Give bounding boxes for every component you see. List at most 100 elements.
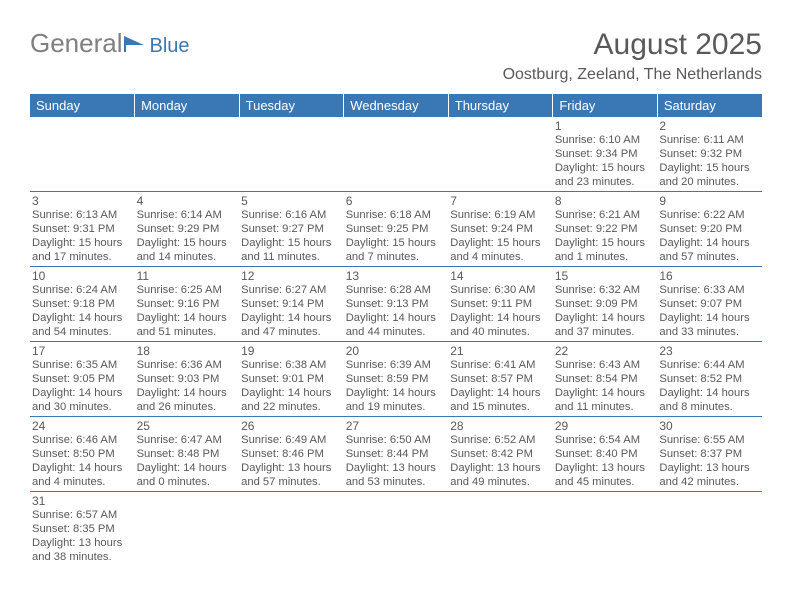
day-number: 10 [32,269,131,283]
sunrise-line: Sunrise: 6:13 AM [32,208,131,222]
calendar-cell-empty [657,492,762,567]
sunset-value: 8:57 PM [491,373,533,385]
sunrise-line: Sunrise: 6:49 AM [241,433,340,447]
day-header: Saturday [657,94,762,117]
daylight-line: Daylight: 15 hours [137,236,236,250]
daylight-hours: 13 [79,537,91,549]
sunset-line: Sunset: 9:24 PM [450,222,549,236]
logo: General Blue [30,28,190,59]
day-number: 14 [450,269,549,283]
title-block: August 2025 Oostburg, Zeeland, The Nethe… [503,28,762,84]
daylight-line: Daylight: 15 hours [241,236,340,250]
sunset-value: 9:34 PM [596,148,638,160]
sunrise-value: 6:33 AM [704,284,745,296]
calendar-cell: 31Sunrise: 6:57 AMSunset: 8:35 PMDayligh… [30,492,135,567]
calendar-cell: 6Sunrise: 6:18 AMSunset: 9:25 PMDaylight… [344,192,449,267]
day-info: Sunrise: 6:13 AMSunset: 9:31 PMDaylight:… [32,208,131,264]
day-info: Sunrise: 6:11 AMSunset: 9:32 PMDaylight:… [659,133,758,189]
calendar-cell-empty [30,117,135,192]
daylight-line: Daylight: 13 hours [659,461,758,475]
daylight-hours: 14 [183,462,195,474]
daylight-hours: 13 [706,462,718,474]
sunrise-value: 6:22 AM [704,209,745,221]
sunrise-line: Sunrise: 6:46 AM [32,433,131,447]
calendar-cell: 19Sunrise: 6:38 AMSunset: 9:01 PMDayligh… [239,342,344,417]
calendar-cell: 16Sunrise: 6:33 AMSunset: 9:07 PMDayligh… [657,267,762,342]
daylight-line2: and 22 minutes. [241,400,340,414]
daylight-minutes: 15 [472,401,484,413]
daylight-hours: 14 [497,387,509,399]
sunset-line: Sunset: 8:57 PM [450,372,549,386]
sunrise-value: 6:11 AM [704,134,744,146]
calendar-cell: 13Sunrise: 6:28 AMSunset: 9:13 PMDayligh… [344,267,449,342]
day-number: 8 [555,194,654,208]
daylight-minutes: 14 [158,251,170,263]
day-info: Sunrise: 6:35 AMSunset: 9:05 PMDaylight:… [32,358,131,414]
day-number: 12 [241,269,340,283]
calendar-cell: 22Sunrise: 6:43 AMSunset: 8:54 PMDayligh… [553,342,658,417]
day-info: Sunrise: 6:18 AMSunset: 9:25 PMDaylight:… [346,208,445,264]
sunset-line: Sunset: 9:09 PM [555,297,654,311]
sunset-value: 8:44 PM [387,448,429,460]
daylight-line: Daylight: 14 hours [32,461,131,475]
sunset-value: 9:32 PM [700,148,742,160]
day-info: Sunrise: 6:57 AMSunset: 8:35 PMDaylight:… [32,508,131,564]
sunrise-value: 6:44 AM [704,359,745,371]
sunrise-value: 6:52 AM [494,434,535,446]
daylight-hours: 15 [601,237,613,249]
page-title: August 2025 [503,28,762,62]
daylight-line2: and 40 minutes. [450,325,549,339]
sunset-line: Sunset: 9:32 PM [659,147,758,161]
daylight-line2: and 7 minutes. [346,250,445,264]
calendar-cell: 5Sunrise: 6:16 AMSunset: 9:27 PMDaylight… [239,192,344,267]
calendar-cell: 3Sunrise: 6:13 AMSunset: 9:31 PMDaylight… [30,192,135,267]
daylight-line2: and 11 minutes. [555,400,654,414]
day-number: 29 [555,419,654,433]
day-number: 21 [450,344,549,358]
day-number: 6 [346,194,445,208]
daylight-line: Daylight: 14 hours [346,386,445,400]
sunrise-value: 6:50 AM [390,434,431,446]
daylight-line: Daylight: 14 hours [32,386,131,400]
calendar-cell-empty [344,492,449,567]
sunrise-value: 6:49 AM [285,434,326,446]
day-header: Sunday [30,94,135,117]
daylight-minutes: 26 [158,401,170,413]
sunrise-line: Sunrise: 6:47 AM [137,433,236,447]
daylight-hours: 14 [392,387,404,399]
calendar-cell: 25Sunrise: 6:47 AMSunset: 8:48 PMDayligh… [135,417,240,492]
calendar-cell: 7Sunrise: 6:19 AMSunset: 9:24 PMDaylight… [448,192,553,267]
calendar-cell: 30Sunrise: 6:55 AMSunset: 8:37 PMDayligh… [657,417,762,492]
sunset-value: 9:31 PM [73,223,115,235]
daylight-minutes: 47 [263,326,275,338]
calendar-cell-empty [448,117,553,192]
daylight-hours: 13 [392,462,404,474]
sunrise-line: Sunrise: 6:27 AM [241,283,340,297]
sunrise-value: 6:47 AM [181,434,222,446]
day-number: 26 [241,419,340,433]
sunrise-line: Sunrise: 6:57 AM [32,508,131,522]
day-info: Sunrise: 6:41 AMSunset: 8:57 PMDaylight:… [450,358,549,414]
daylight-hours: 14 [79,387,91,399]
daylight-minutes: 11 [263,251,275,263]
day-info: Sunrise: 6:55 AMSunset: 8:37 PMDaylight:… [659,433,758,489]
sunset-value: 9:09 PM [596,298,638,310]
sunrise-value: 6:19 AM [494,209,535,221]
day-info: Sunrise: 6:24 AMSunset: 9:18 PMDaylight:… [32,283,131,339]
sunset-value: 8:50 PM [73,448,115,460]
sunrise-line: Sunrise: 6:35 AM [32,358,131,372]
logo-text-blue: Blue [150,35,190,58]
daylight-line2: and 17 minutes. [32,250,131,264]
calendar-cell-empty [553,492,658,567]
day-info: Sunrise: 6:30 AMSunset: 9:11 PMDaylight:… [450,283,549,339]
day-info: Sunrise: 6:52 AMSunset: 8:42 PMDaylight:… [450,433,549,489]
calendar-cell: 28Sunrise: 6:52 AMSunset: 8:42 PMDayligh… [448,417,553,492]
daylight-hours: 14 [79,312,91,324]
sunset-line: Sunset: 8:54 PM [555,372,654,386]
day-number: 16 [659,269,758,283]
sunset-value: 9:22 PM [596,223,638,235]
day-number: 15 [555,269,654,283]
day-number: 27 [346,419,445,433]
day-number: 13 [346,269,445,283]
day-info: Sunrise: 6:19 AMSunset: 9:24 PMDaylight:… [450,208,549,264]
